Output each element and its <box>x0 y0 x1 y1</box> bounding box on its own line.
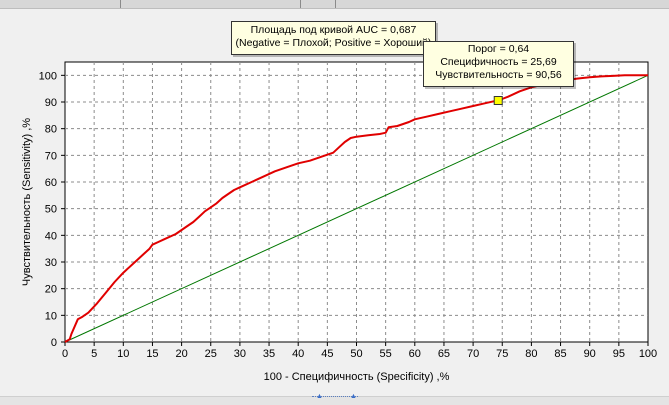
x-tick-label: 40 <box>292 348 304 360</box>
y-axis-ticks: 0 10 20 30 40 50 60 70 80 90 100 <box>39 70 65 349</box>
y-tick-label: 80 <box>45 124 57 136</box>
y-tick-label: 60 <box>45 177 57 189</box>
x-tick-label: 80 <box>525 348 537 360</box>
y-tick-label: 30 <box>45 257 57 269</box>
x-axis-label: 100 - Специфичность (Specificity) ,% <box>264 371 450 383</box>
y-tick-label: 0 <box>51 337 57 349</box>
auc-legend-text: (Negative = Плохой; Positive = Хороший) <box>235 37 432 49</box>
grid-lines <box>65 62 648 342</box>
x-tick-label: 35 <box>263 348 275 360</box>
auc-text: Площадь под кривой AUC = 0,687 <box>250 24 417 36</box>
series-lines <box>64 74 649 343</box>
x-tick-label: 75 <box>496 348 508 360</box>
x-tick-label: 5 <box>91 348 97 360</box>
x-tick-label: 55 <box>380 348 392 360</box>
x-tick-label: 90 <box>584 348 596 360</box>
x-tick-label: 65 <box>438 348 450 360</box>
scroll-left-icon[interactable]: ▲ <box>316 393 323 400</box>
horizontal-scrollbar[interactable]: ▲ ▲ <box>0 393 669 405</box>
x-tick-label: 30 <box>234 348 246 360</box>
x-tick-label: 20 <box>175 348 187 360</box>
y-tick-label: 40 <box>45 230 57 242</box>
x-tick-label: 15 <box>146 348 158 360</box>
sensitivity-text: Чувствительность = 90,56 <box>435 69 562 81</box>
x-tick-label: 70 <box>467 348 479 360</box>
specificity-text: Специфичность = 25,69 <box>440 56 557 68</box>
y-tick-label: 50 <box>45 204 57 216</box>
x-tick-label: 25 <box>205 348 217 360</box>
x-tick-label: 95 <box>613 348 625 360</box>
y-tick-label: 20 <box>45 284 57 296</box>
roc-curve-line <box>64 74 648 343</box>
x-axis-ticks: 0 5 10 15 20 25 30 35 40 45 50 55 60 65 70 75 80 85 90 95 10… <box>62 342 657 360</box>
scrollbar-grip[interactable] <box>312 396 358 404</box>
y-tick-label: 100 <box>39 70 57 82</box>
x-tick-label: 50 <box>350 348 362 360</box>
x-tick-label: 10 <box>117 348 129 360</box>
x-tick-label: 100 <box>639 348 657 360</box>
y-tick-label: 70 <box>45 150 57 162</box>
reference-diagonal-line <box>64 74 649 343</box>
scroll-right-icon[interactable]: ▲ <box>350 393 357 400</box>
y-tick-label: 90 <box>45 97 57 109</box>
y-tick-label: 10 <box>45 310 57 322</box>
x-tick-label: 85 <box>554 348 566 360</box>
threshold-point-marker[interactable] <box>493 96 503 106</box>
threshold-marker[interactable] <box>493 96 503 106</box>
x-tick-label: 45 <box>321 348 333 360</box>
point-tooltip: Порог = 0,64 Специфичность = 25,69 Чувст… <box>423 41 574 87</box>
y-axis-label: Чувствительность (Sensitivity) ,% <box>21 118 33 286</box>
x-tick-label: 0 <box>62 348 68 360</box>
auc-tooltip: Площадь под кривой AUC = 0,687 (Negative… <box>231 21 436 55</box>
threshold-text: Порог = 0,64 <box>467 43 530 55</box>
top-toolbar-edge <box>0 0 669 9</box>
x-tick-label: 60 <box>409 348 421 360</box>
